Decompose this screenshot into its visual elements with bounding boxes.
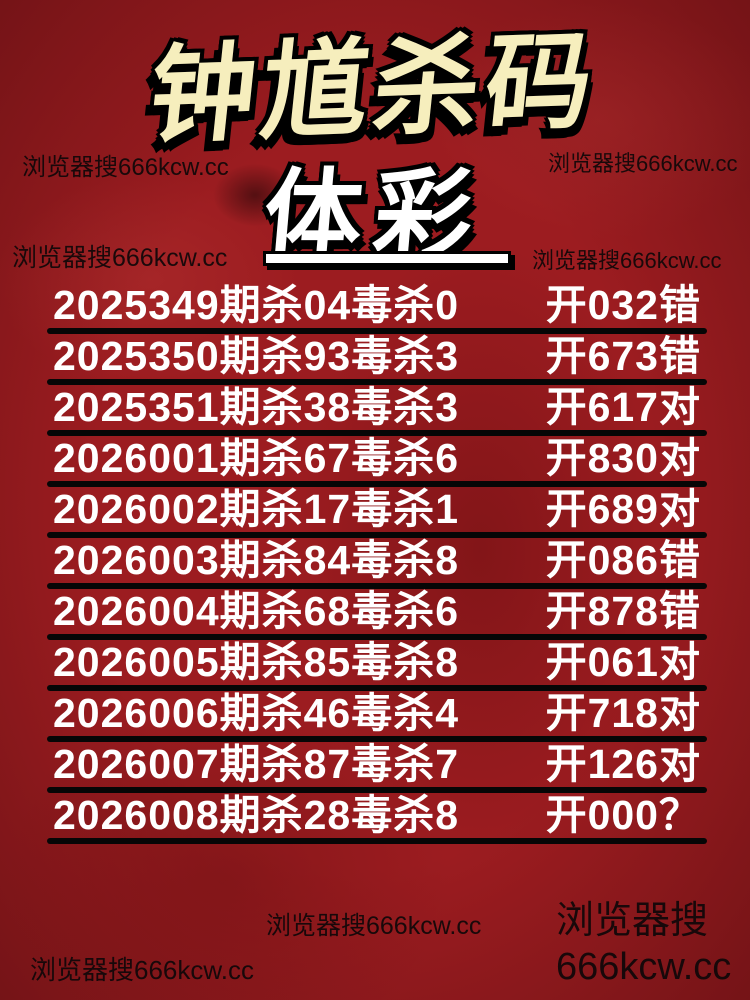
record-row-text: 2026007期杀87毒杀7 开126对 bbox=[47, 742, 707, 787]
record-row: 2025350期杀93毒杀3 开673错 bbox=[47, 334, 707, 385]
record-left: 2025350期杀93毒杀3 bbox=[53, 333, 460, 379]
record-result: 开086错 bbox=[545, 537, 701, 583]
row-divider bbox=[47, 379, 707, 385]
record-row: 2026005期杀85毒杀8 开061对 bbox=[47, 640, 707, 691]
row-divider bbox=[47, 328, 707, 334]
record-left: 2026007期杀87毒杀7 bbox=[53, 741, 460, 787]
row-divider bbox=[47, 838, 707, 844]
record-result: 开061对 bbox=[545, 639, 701, 685]
record-row-text: 2026001期杀67毒杀6 开830对 bbox=[47, 436, 707, 481]
record-result: 开000？ bbox=[545, 792, 701, 838]
record-row: 2025351期杀38毒杀3 开617对 bbox=[47, 385, 707, 436]
watermark-mid-right: 浏览器搜666kcw.cc bbox=[532, 248, 722, 273]
record-row-text: 2026005期杀85毒杀8 开061对 bbox=[47, 640, 707, 685]
watermark-bottom-right-line2: 666kcw.cc bbox=[556, 946, 732, 988]
record-row-text: 2026002期杀17毒杀1 开689对 bbox=[47, 487, 707, 532]
record-result: 开032错 bbox=[545, 282, 701, 328]
record-left: 2026004期杀68毒杀6 bbox=[53, 588, 460, 634]
row-divider bbox=[47, 685, 707, 691]
record-row: 2026001期杀67毒杀6 开830对 bbox=[47, 436, 707, 487]
record-row-text: 2026003期杀84毒杀8 开086错 bbox=[47, 538, 707, 583]
record-left: 2026005期杀85毒杀8 bbox=[53, 639, 460, 685]
record-result: 开689对 bbox=[545, 486, 701, 532]
watermark-top-right: 浏览器搜666kcw.cc bbox=[548, 151, 738, 176]
row-divider bbox=[47, 481, 707, 487]
record-row-text: 2025351期杀38毒杀3 开617对 bbox=[47, 385, 707, 430]
watermark-bottom-left: 浏览器搜666kcw.cc bbox=[30, 955, 254, 985]
record-result: 开718对 bbox=[545, 690, 701, 736]
watermark-bottom-center: 浏览器搜666kcw.cc bbox=[266, 912, 482, 940]
record-row: 2026006期杀46毒杀4 开718对 bbox=[47, 691, 707, 742]
record-row: 2026008期杀28毒杀8 开000？ bbox=[47, 793, 707, 844]
record-result: 开830对 bbox=[545, 435, 701, 481]
record-left: 2026001期杀67毒杀6 bbox=[53, 435, 460, 481]
record-result: 开878错 bbox=[545, 588, 701, 634]
record-row-text: 2025350期杀93毒杀3 开673错 bbox=[47, 334, 707, 379]
record-row: 2026002期杀17毒杀1 开689对 bbox=[47, 487, 707, 538]
row-divider bbox=[47, 736, 707, 742]
row-divider bbox=[47, 583, 707, 589]
record-row: 2026004期杀68毒杀6 开878错 bbox=[47, 589, 707, 640]
watermark-bottom-right-line1: 浏览器搜 bbox=[556, 900, 709, 942]
watermark-mid-left: 浏览器搜666kcw.cc bbox=[12, 244, 228, 272]
record-result: 开673错 bbox=[545, 333, 701, 379]
record-row: 2026007期杀87毒杀7 开126对 bbox=[47, 742, 707, 793]
records-list: 2025349期杀04毒杀0 开032错 2025350期杀93毒杀3 开673… bbox=[47, 283, 707, 844]
record-result: 开126对 bbox=[545, 741, 701, 787]
watermark-bottom-right: 浏览器搜 666kcw.cc bbox=[556, 898, 731, 990]
record-row: 2025349期杀04毒杀0 开032错 bbox=[47, 283, 707, 334]
record-left: 2026008期杀28毒杀8 bbox=[53, 792, 460, 838]
record-row-text: 2026006期杀46毒杀4 开718对 bbox=[47, 691, 707, 736]
record-result: 开617对 bbox=[545, 384, 701, 430]
record-left: 2025351期杀38毒杀3 bbox=[53, 384, 460, 430]
row-divider bbox=[47, 634, 707, 640]
watermark-top-left: 浏览器搜666kcw.cc bbox=[22, 154, 229, 181]
row-divider bbox=[47, 787, 707, 793]
record-row-text: 2026008期杀28毒杀8 开000？ bbox=[47, 793, 707, 838]
record-left: 2025349期杀04毒杀0 bbox=[53, 282, 460, 328]
record-left: 2026003期杀84毒杀8 bbox=[53, 537, 460, 583]
subtitle-underline-bar bbox=[263, 251, 511, 266]
row-divider bbox=[47, 532, 707, 538]
record-left: 2026006期杀46毒杀4 bbox=[53, 690, 460, 736]
record-row: 2026003期杀84毒杀8 开086错 bbox=[47, 538, 707, 589]
record-left: 2026002期杀17毒杀1 bbox=[53, 486, 460, 532]
row-divider bbox=[47, 430, 707, 436]
record-row-text: 2025349期杀04毒杀0 开032错 bbox=[47, 283, 707, 328]
record-row-text: 2026004期杀68毒杀6 开878错 bbox=[47, 589, 707, 634]
